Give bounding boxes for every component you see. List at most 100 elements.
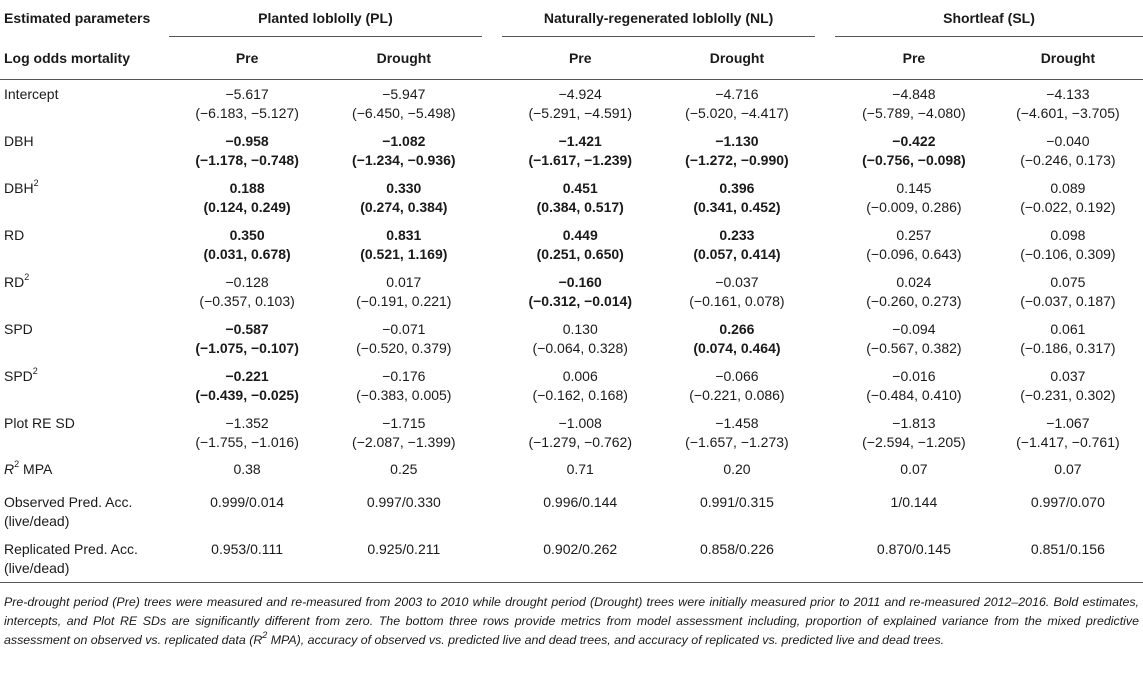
confidence-interval: (−1.657, −1.273) [685,433,789,450]
estimate-value: −0.037 [715,273,759,290]
estimate-cell: 0.061 (−0.186, 0.317) [993,315,1143,362]
period-header: Drought [992,36,1143,80]
metric-label: Replicated Pred. Acc. (live/dead) [0,535,169,583]
metric-value: 0.38 [233,461,261,477]
confidence-interval: (0.341, 0.452) [693,198,781,215]
confidence-interval: (−1.075, −0.107) [195,339,299,356]
row-label: DBH2 [0,174,169,221]
estimate-value: 0.024 [896,273,932,290]
estimate-cell: 0.098 (−0.106, 0.309) [993,221,1143,268]
estimate-value: 0.257 [896,226,932,243]
metric-label: Observed Pred. Acc. (live/dead) [0,488,169,535]
table-row: DBH2 0.188 (0.124, 0.249) 0.330 (0.274, 0.38… [0,174,1143,221]
estimate-value: 0.006 [562,367,598,384]
confidence-interval: (−1.234, −0.936) [352,151,456,168]
estimate-cell: 0.233 (0.057, 0.414) [659,221,816,268]
row-label-text: DBH [4,180,34,196]
metric-label-text: R [4,461,15,477]
estimate-value: −1.008 [558,414,602,431]
metric-label-superscript: 2 [14,459,20,470]
estimate-cell: −0.040 (−0.246, 0.173) [993,127,1143,174]
estimate-value: −0.587 [225,320,269,337]
estimate-cell: 0.006 (−0.162, 0.168) [502,362,659,409]
confidence-interval: (−0.312, −0.014) [528,292,632,309]
confidence-interval: (−5.291, −4.591) [528,104,632,121]
metric-value: 0.851/0.156 [992,535,1143,583]
confidence-interval: (−5.020, −4.417) [685,104,789,121]
confidence-interval: (−5.789, −4.080) [862,104,966,121]
row-label: Intercept [0,80,169,128]
estimate-cell: −1.130 (−1.272, −0.990) [659,127,816,174]
table-row: DBH −0.958 (−1.178, −0.748) −1.082 (−1.234, … [0,127,1143,174]
metric-value: 0.71 [566,461,594,477]
estimate-cell: −1.421 (−1.617, −1.239) [502,127,659,174]
period-header: Drought [325,36,483,80]
estimate-value: 0.017 [386,273,422,290]
metric-label-text: Observed Pred. Acc. [4,494,133,510]
estimate-cell: −1.715 (−2.087, −1.399) [325,409,482,456]
estimate-cell: −0.587 (−1.075, −0.107) [169,315,326,362]
estimate-value: 0.350 [229,226,265,243]
row-label-text: DBH [4,133,34,149]
estimate-value: −1.421 [558,132,602,149]
estimate-cell: −0.037 (−0.161, 0.078) [659,268,816,315]
estimate-value: −1.130 [715,132,759,149]
estimate-cell: 0.831 (0.521, 1.169) [325,221,482,268]
row-label-text: SPD [4,368,33,384]
confidence-interval: (0.384, 0.517) [536,198,624,215]
metric-row: Replicated Pred. Acc. (live/dead) 0.953/0.… [0,535,1143,583]
confidence-interval: (−0.191, 0.221) [356,292,452,309]
metric-label-line2: (live/dead) [4,513,70,529]
estimate-value: 0.396 [719,179,755,196]
estimate-value: −1.352 [225,414,269,431]
confidence-interval: (−0.246, 0.173) [1020,151,1116,168]
estimate-value: −4.133 [1046,85,1090,102]
row-label-superscript: 2 [33,178,39,189]
estimate-cell: −1.008 (−1.279, −0.762) [502,409,659,456]
confidence-interval: (−0.106, 0.309) [1020,245,1116,262]
estimate-value: −0.071 [382,320,426,337]
confidence-interval: (−2.087, −1.399) [352,433,456,450]
estimate-cell: −4.716 (−5.020, −4.417) [659,80,816,128]
confidence-interval: (−0.439, −0.025) [195,386,299,403]
estimate-value: −1.067 [1046,414,1090,431]
estimate-value: −0.176 [382,367,426,384]
estimate-cell: −0.128 (−0.357, 0.103) [169,268,326,315]
estimate-value: −0.160 [558,273,602,290]
row-label-superscript: 2 [24,272,30,283]
table-container: Estimated parameters Planted loblolly (P… [0,0,1143,647]
confidence-interval: (0.074, 0.464) [693,339,781,356]
period-header: Drought [658,36,816,80]
row-label: DBH [0,127,169,174]
confidence-interval: (−0.096, 0.643) [866,245,962,262]
row-label: SPD [0,315,169,362]
confidence-interval: (−0.484, 0.410) [866,386,962,403]
estimate-cell: −5.617 (−6.183, −5.127) [169,80,326,128]
row-label: RD2 [0,268,169,315]
estimate-value: −1.813 [892,414,936,431]
estimate-cell: 0.350 (0.031, 0.678) [169,221,326,268]
table-row: RD 0.350 (0.031, 0.678) 0.831 (0.521, 1.169)… [0,221,1143,268]
metric-value: 0.991/0.315 [699,494,774,510]
row-label-text: SPD [4,321,33,337]
confidence-interval: (−1.272, −0.990) [685,151,789,168]
confidence-interval: (−1.755, −1.016) [195,433,299,450]
estimate-cell: −0.160 (−0.312, −0.014) [502,268,659,315]
confidence-interval: (−0.383, 0.005) [356,386,452,403]
metric-value: 0.997/0.330 [366,494,441,510]
estimate-value: −5.947 [382,85,426,102]
estimate-cell: −0.066 (−0.221, 0.086) [659,362,816,409]
confidence-interval: (−1.279, −0.762) [528,433,632,450]
estimate-value: 0.449 [562,226,598,243]
confidence-interval: (−0.186, 0.317) [1020,339,1116,356]
estimate-value: −0.422 [892,132,936,149]
estimate-cell: 0.037 (−0.231, 0.302) [993,362,1143,409]
group-header-natural: Naturally-regenerated loblolly (NL) [501,0,816,37]
estimate-cell: 0.145 (−0.009, 0.286) [835,174,993,221]
estimates-table: Estimated parameters Planted loblolly (P… [0,0,1143,583]
estimate-cell: 0.451 (0.384, 0.517) [502,174,659,221]
estimate-value: −5.617 [225,85,269,102]
confidence-interval: (−0.567, 0.382) [866,339,962,356]
confidence-interval: (−0.231, 0.302) [1020,386,1116,403]
estimate-cell: 0.017 (−0.191, 0.221) [325,268,482,315]
